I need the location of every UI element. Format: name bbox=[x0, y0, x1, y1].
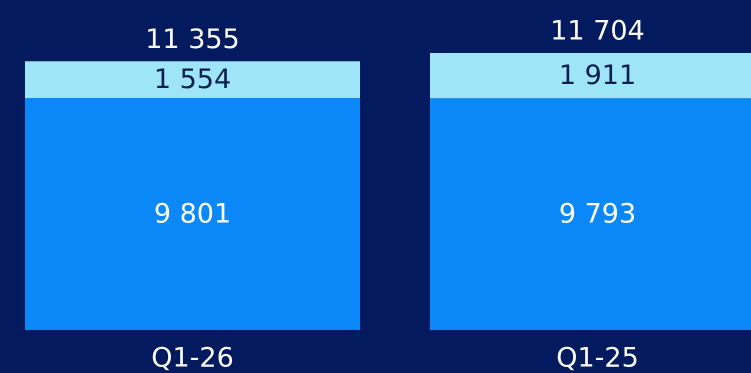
data-label-bottom: 9 801 bbox=[154, 199, 231, 230]
data-label-total: 11 704 bbox=[550, 16, 644, 47]
bar-segment-top bbox=[430, 53, 751, 99]
data-label-top: 1 911 bbox=[559, 60, 636, 91]
bars-group: 9 801 1 554 11 355 Q1-26 9 793 1 911 11 704 Q1-… bbox=[25, 16, 751, 373]
data-label-bottom: 9 793 bbox=[559, 199, 636, 230]
category-label: Q1-26 bbox=[151, 343, 234, 373]
data-label-top: 1 554 bbox=[154, 64, 231, 95]
bar-segment-bottom bbox=[430, 98, 751, 330]
bar-segment-top bbox=[25, 61, 360, 99]
bar-segment-bottom bbox=[25, 98, 360, 330]
category-label: Q1-25 bbox=[556, 343, 639, 373]
data-label-total: 11 355 bbox=[145, 24, 239, 55]
